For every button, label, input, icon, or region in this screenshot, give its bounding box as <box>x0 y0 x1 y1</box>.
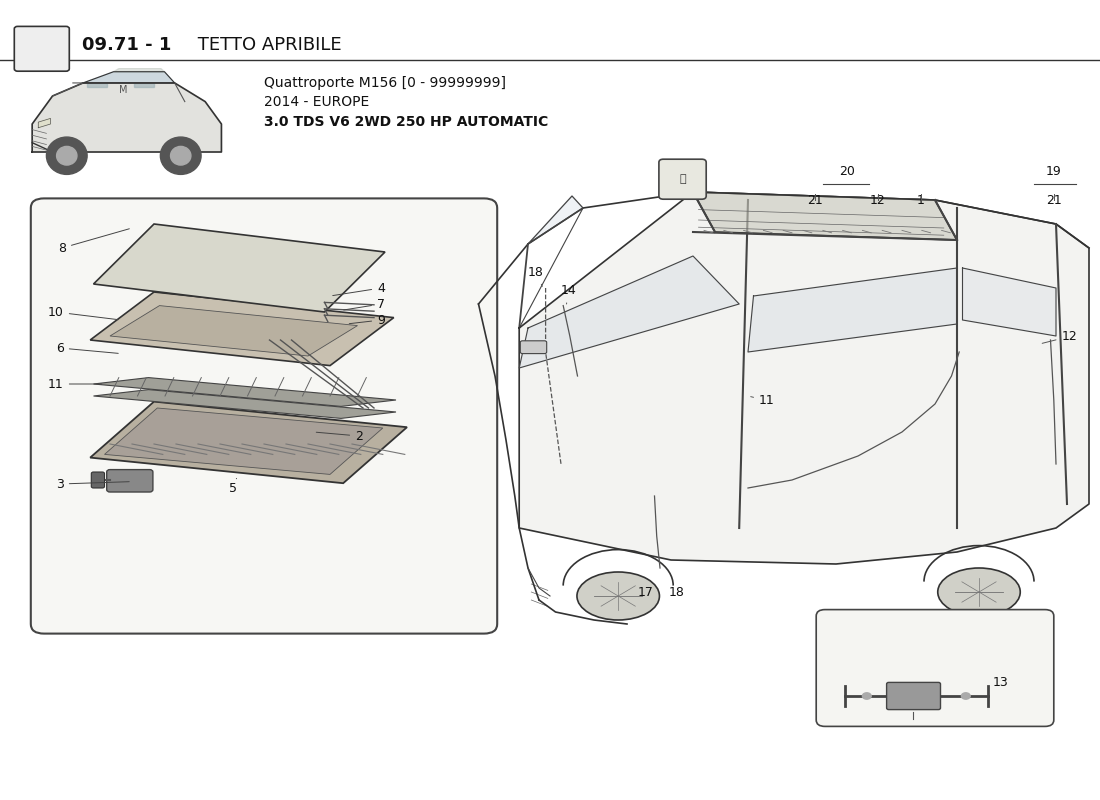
Text: 10: 10 <box>48 306 118 320</box>
Text: 13: 13 <box>993 676 1009 689</box>
Circle shape <box>170 146 191 165</box>
Polygon shape <box>90 292 394 366</box>
Text: 18: 18 <box>528 266 543 286</box>
Text: 9: 9 <box>350 314 385 326</box>
Text: 20: 20 <box>839 165 855 178</box>
Text: 1: 1 <box>916 194 925 207</box>
Text: 11: 11 <box>750 394 774 407</box>
Text: 2014 - EUROPE: 2014 - EUROPE <box>264 95 370 110</box>
FancyBboxPatch shape <box>14 26 69 71</box>
Polygon shape <box>104 408 383 474</box>
Circle shape <box>161 137 201 174</box>
Text: M: M <box>120 86 128 95</box>
Ellipse shape <box>578 572 660 620</box>
Text: 5: 5 <box>229 478 236 494</box>
Polygon shape <box>113 68 165 72</box>
Circle shape <box>961 693 970 699</box>
Polygon shape <box>39 118 51 128</box>
FancyBboxPatch shape <box>659 159 706 199</box>
Text: 12: 12 <box>1042 330 1077 343</box>
Polygon shape <box>32 83 221 152</box>
FancyBboxPatch shape <box>91 472 104 488</box>
Polygon shape <box>87 83 108 86</box>
FancyBboxPatch shape <box>31 198 497 634</box>
Text: 3.0 TDS V6 2WD 250 HP AUTOMATIC: 3.0 TDS V6 2WD 250 HP AUTOMATIC <box>264 114 548 129</box>
Text: 3: 3 <box>56 478 129 490</box>
Text: 14: 14 <box>561 284 576 304</box>
Text: 21: 21 <box>1046 194 1062 207</box>
Text: 4: 4 <box>332 282 385 295</box>
Text: 2: 2 <box>317 430 363 442</box>
Text: 6: 6 <box>56 342 118 354</box>
Polygon shape <box>528 196 583 244</box>
FancyBboxPatch shape <box>887 682 940 710</box>
Polygon shape <box>962 268 1056 336</box>
Text: 21: 21 <box>807 194 823 207</box>
Polygon shape <box>94 390 396 418</box>
Polygon shape <box>519 192 1089 564</box>
Circle shape <box>56 146 77 165</box>
Text: 7: 7 <box>343 298 385 310</box>
Polygon shape <box>693 192 957 240</box>
Polygon shape <box>134 83 154 86</box>
Text: 8: 8 <box>58 229 130 254</box>
Text: 19: 19 <box>1046 165 1062 178</box>
Polygon shape <box>110 306 358 356</box>
Text: 09.71 - 1: 09.71 - 1 <box>82 36 172 54</box>
Circle shape <box>862 693 871 699</box>
Polygon shape <box>519 256 739 368</box>
Circle shape <box>46 137 87 174</box>
Ellipse shape <box>937 568 1021 616</box>
FancyBboxPatch shape <box>816 610 1054 726</box>
Text: 18: 18 <box>669 586 684 598</box>
FancyBboxPatch shape <box>520 341 547 354</box>
Text: 17: 17 <box>638 586 653 598</box>
Text: 11: 11 <box>48 378 101 390</box>
Polygon shape <box>94 224 385 312</box>
FancyBboxPatch shape <box>107 470 153 492</box>
Polygon shape <box>84 72 175 83</box>
Polygon shape <box>748 268 957 352</box>
Text: TETTO APRIBILE: TETTO APRIBILE <box>192 36 342 54</box>
Text: 12: 12 <box>870 194 886 207</box>
Text: 𝔐: 𝔐 <box>680 174 686 184</box>
Text: Quattroporte M156 [0 - 99999999]: Quattroporte M156 [0 - 99999999] <box>264 76 506 90</box>
Polygon shape <box>94 378 396 406</box>
Polygon shape <box>90 402 407 483</box>
